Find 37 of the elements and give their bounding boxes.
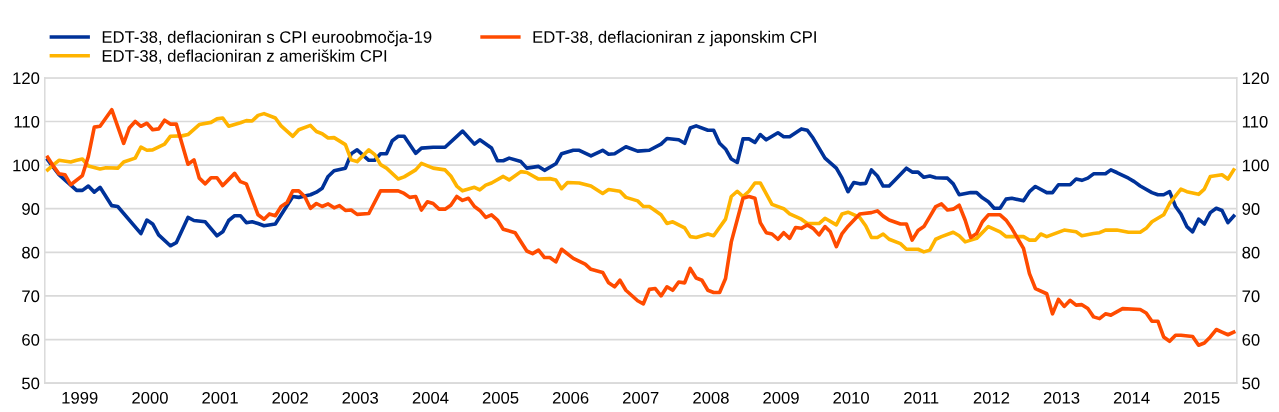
x-tick-label: 2005: [482, 391, 519, 404]
y-tick-label: 100: [13, 159, 40, 172]
y2-tick-label: 120: [1242, 72, 1269, 85]
y-tick-label: 60: [22, 333, 40, 346]
y2-tick-label: 110: [1242, 115, 1268, 128]
x-tick-label: 2012: [973, 391, 1010, 404]
x-tick-label: 2002: [272, 391, 308, 404]
x-tick-label: 2000: [132, 391, 168, 404]
x-tick-label: 2006: [552, 391, 589, 404]
legend-label: EDT-38, deflacioniran s CPI euroobmočja-19: [102, 30, 432, 47]
y2-tick-label: 80: [1242, 246, 1260, 259]
y-tick-label: 120: [13, 72, 40, 85]
y2-tick-label: 70: [1242, 290, 1260, 303]
y-tick-label: 80: [22, 246, 40, 259]
x-tick-label: 2004: [412, 391, 449, 404]
x-tick-label: 2013: [1043, 391, 1080, 404]
line-series: [45, 107, 1236, 348]
x-tick-label: 2007: [622, 391, 659, 404]
y-tick-label: 70: [22, 290, 40, 303]
x-tick-label: 1999: [62, 391, 98, 404]
y-tick-label: 50: [22, 377, 40, 390]
y2-tick-label: 60: [1242, 333, 1260, 346]
y-tick-label: 110: [14, 115, 40, 128]
y2-tick-label: 90: [1242, 203, 1260, 215]
y2-tick-label: 100: [1242, 159, 1269, 172]
x-tick-label: 2003: [342, 391, 378, 404]
y2-tick-label: 50: [1242, 377, 1260, 390]
legend-label: EDT-38, deflacioniran z japonskim CPI: [533, 30, 816, 47]
x-tick-label: 2011: [904, 391, 939, 404]
y-tick-label: 90: [22, 203, 40, 215]
x-tick-label: 2014: [1113, 391, 1150, 404]
x-tick-label: 2001: [202, 391, 238, 404]
legend-label: EDT-38, deflacioniran z ameriškim CPI: [102, 49, 387, 64]
x-tick-label: 2008: [693, 391, 729, 404]
x-tick-label: 2009: [763, 391, 799, 404]
x-tick-label: 2010: [833, 391, 869, 404]
x-tick-label: 2015: [1183, 391, 1220, 404]
